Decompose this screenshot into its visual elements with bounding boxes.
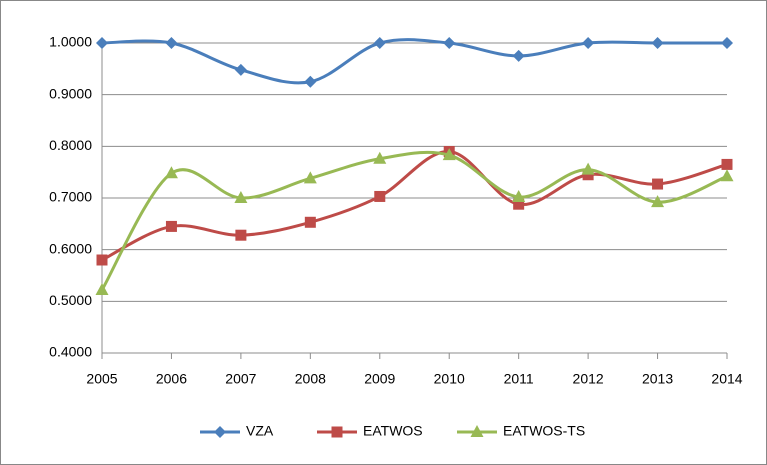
marker bbox=[582, 169, 594, 181]
marker bbox=[304, 216, 316, 228]
marker bbox=[374, 190, 386, 202]
marker bbox=[96, 254, 108, 266]
marker bbox=[303, 171, 317, 184]
legend-marker bbox=[470, 425, 484, 437]
marker bbox=[235, 229, 247, 241]
y-tick-label: 0.8000 bbox=[49, 137, 92, 153]
x-tick-label: 2014 bbox=[711, 371, 742, 387]
x-tick-label: 2010 bbox=[434, 371, 465, 387]
marker bbox=[721, 158, 733, 170]
marker bbox=[373, 37, 386, 49]
marker bbox=[443, 37, 456, 49]
x-tick-label: 2011 bbox=[504, 371, 534, 387]
marker bbox=[651, 37, 664, 49]
legend-marker bbox=[331, 426, 343, 438]
marker bbox=[582, 37, 595, 49]
x-tick-label: 2009 bbox=[364, 371, 395, 387]
x-tick-label: 2006 bbox=[156, 371, 187, 387]
marker bbox=[373, 151, 387, 164]
marker bbox=[512, 49, 525, 62]
marker bbox=[721, 37, 733, 49]
marker bbox=[651, 195, 665, 208]
legend-label: EATWOS-TS bbox=[503, 423, 585, 439]
series-line bbox=[100, 150, 728, 291]
marker bbox=[442, 148, 456, 161]
marker bbox=[234, 63, 247, 76]
marker bbox=[96, 37, 108, 49]
x-tick-label: 2005 bbox=[86, 371, 117, 387]
series-line bbox=[101, 38, 727, 85]
marker bbox=[165, 37, 178, 49]
x-tick-label: 2013 bbox=[642, 371, 673, 387]
marker bbox=[512, 189, 526, 202]
marker bbox=[95, 282, 109, 295]
y-tick-label: 1.0000 bbox=[49, 34, 92, 50]
y-tick-label: 0.4000 bbox=[49, 344, 92, 360]
y-tick-label: 0.7000 bbox=[49, 189, 92, 205]
x-tick-label: 2007 bbox=[225, 371, 256, 387]
marker bbox=[164, 166, 178, 179]
legend-marker bbox=[214, 426, 226, 438]
series-line bbox=[101, 149, 728, 262]
marker bbox=[581, 162, 595, 175]
marker bbox=[652, 178, 664, 190]
x-tick-label: 2008 bbox=[295, 371, 326, 387]
marker bbox=[513, 198, 525, 210]
legend-label: EATWOS bbox=[363, 423, 423, 439]
marker bbox=[304, 75, 317, 88]
y-tick-label: 0.6000 bbox=[49, 240, 92, 256]
x-tick-label: 2012 bbox=[573, 371, 604, 387]
y-tick-label: 0.9000 bbox=[49, 85, 92, 101]
marker bbox=[165, 220, 177, 232]
y-tick-label: 0.5000 bbox=[49, 292, 92, 308]
marker bbox=[720, 169, 734, 182]
legend-label: VZA bbox=[246, 423, 274, 439]
marker bbox=[234, 191, 248, 203]
